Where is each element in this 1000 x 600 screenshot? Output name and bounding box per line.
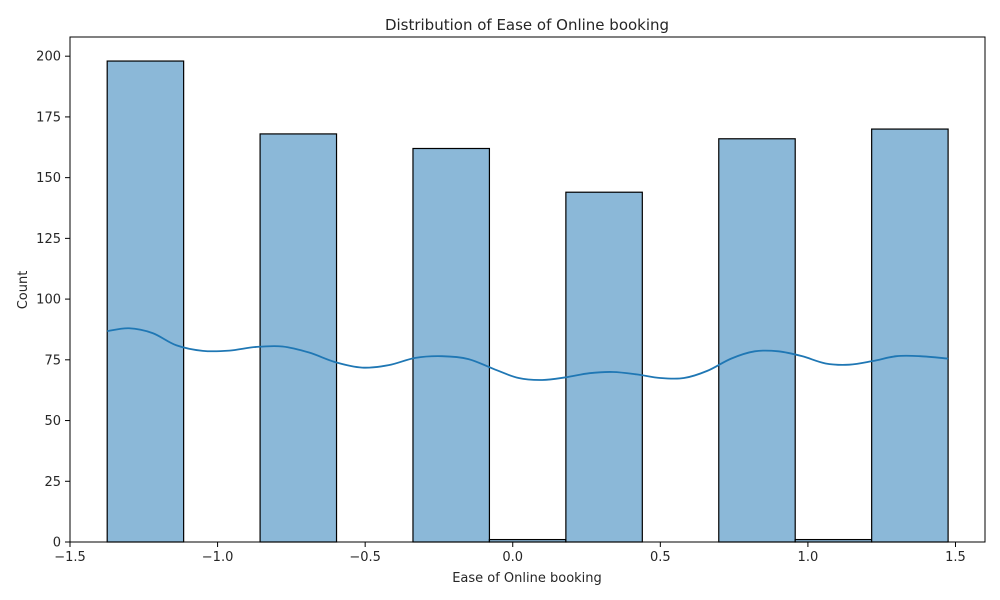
- y-axis-title: Count: [16, 271, 31, 310]
- histogram-bar-2: [259, 133, 338, 543]
- histogram-bar-0: [106, 60, 185, 543]
- plot-area: [69, 36, 986, 543]
- x-tick-label: −1.0: [202, 550, 234, 565]
- histogram-bar-6: [565, 191, 643, 543]
- y-tick-label: 175: [36, 110, 61, 125]
- y-tick-label: 75: [44, 353, 61, 368]
- y-tick-label: 0: [53, 536, 61, 551]
- x-tick-label: −0.5: [349, 550, 381, 565]
- chart-title: Distribution of Ease of Online booking: [385, 16, 669, 34]
- y-axis: 0 25 50 75 100 125 150 175 200: [36, 50, 70, 551]
- histogram-bar-8: [718, 138, 796, 543]
- x-tick-label: −1.5: [54, 550, 86, 565]
- y-tick-label: 100: [36, 293, 61, 308]
- x-tick-label: 1.0: [798, 550, 819, 565]
- histogram-bar-10: [871, 128, 949, 543]
- x-tick-label: 0.0: [502, 550, 523, 565]
- histogram-bar-4: [412, 147, 491, 543]
- y-tick-label: 150: [36, 171, 61, 186]
- x-tick-label: 1.5: [945, 550, 966, 565]
- x-axis: −1.5 −1.0 −0.5 0.0 0.5 1.0 1.5: [54, 542, 966, 565]
- y-tick-label: 25: [44, 475, 61, 490]
- x-tick-label: 0.5: [650, 550, 671, 565]
- y-tick-label: 200: [36, 50, 61, 65]
- plot-frame: [69, 36, 986, 543]
- kde-curve: [107, 327, 949, 381]
- y-tick-label: 50: [44, 414, 61, 429]
- x-axis-title: Ease of Online booking: [452, 571, 602, 586]
- y-tick-label: 125: [36, 232, 61, 247]
